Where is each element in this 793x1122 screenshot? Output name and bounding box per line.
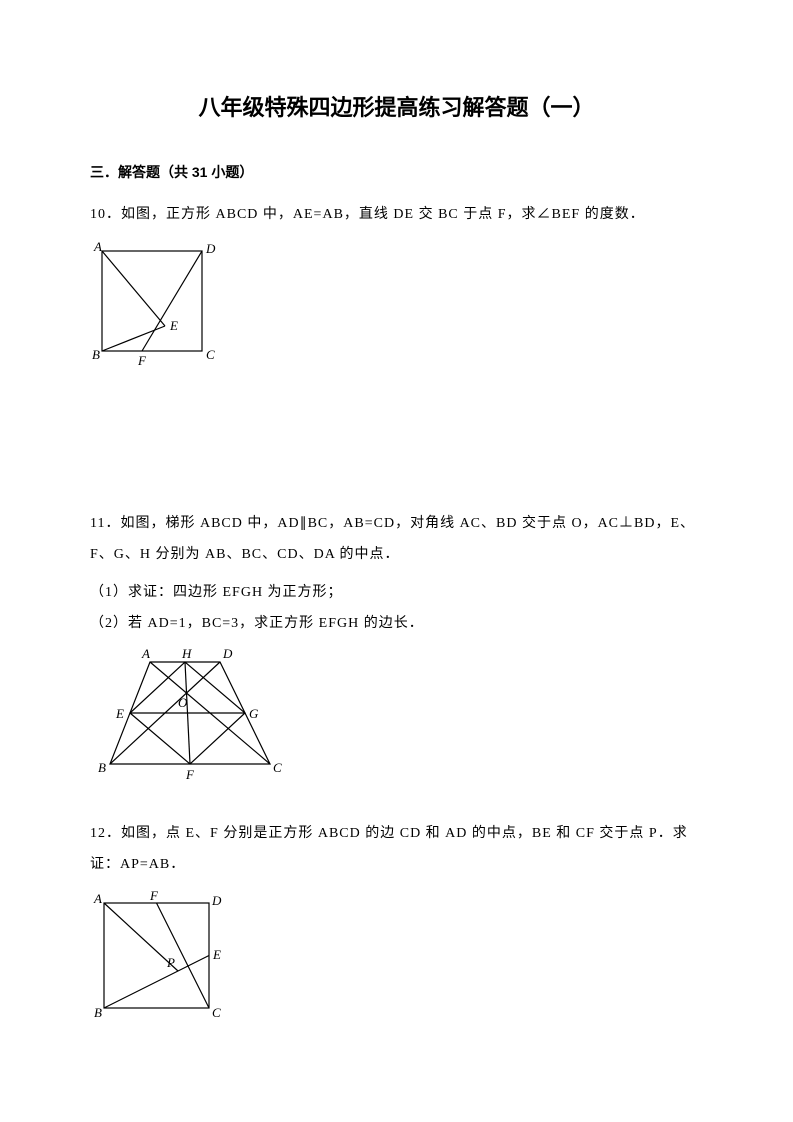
question-10: 10．如图，正方形 ABCD 中，AE=AB，直线 DE 交 BC 于点 F，求… bbox=[90, 200, 703, 369]
section-header: 三．解答题（共 31 小题） bbox=[90, 162, 703, 182]
svg-text:E: E bbox=[169, 318, 178, 333]
svg-text:O: O bbox=[178, 695, 188, 710]
svg-text:E: E bbox=[212, 947, 221, 962]
q10-text: 10．如图，正方形 ABCD 中，AE=AB，直线 DE 交 BC 于点 F，求… bbox=[90, 207, 645, 222]
svg-text:B: B bbox=[98, 760, 106, 775]
svg-text:D: D bbox=[211, 893, 222, 908]
q10-figure: A D B C E F bbox=[90, 239, 703, 369]
svg-text:F: F bbox=[137, 353, 147, 368]
q11-sub1: （1）求证：四边形 EFGH 为正方形； bbox=[90, 578, 703, 609]
svg-text:P: P bbox=[166, 955, 175, 970]
svg-text:G: G bbox=[249, 706, 259, 721]
svg-text:C: C bbox=[206, 347, 215, 362]
svg-text:A: A bbox=[93, 891, 102, 906]
page-title: 八年级特殊四边形提高练习解答题（一） bbox=[90, 90, 703, 122]
q12-figure: A D B C F E P bbox=[90, 889, 703, 1024]
q12-text: 12．如图，点 E、F 分别是正方形 ABCD 的边 CD 和 AD 的中点，B… bbox=[90, 826, 688, 872]
svg-text:F: F bbox=[185, 767, 195, 782]
svg-text:B: B bbox=[92, 347, 100, 362]
q11-text: 11．如图，梯形 ABCD 中，AD∥BC，AB=CD，对角线 AC、BD 交于… bbox=[90, 516, 695, 562]
svg-text:E: E bbox=[115, 706, 124, 721]
svg-text:H: H bbox=[181, 646, 192, 661]
svg-text:C: C bbox=[273, 760, 282, 775]
q11-sub2: （2）若 AD=1，BC=3，求正方形 EFGH 的边长． bbox=[90, 609, 703, 640]
svg-text:B: B bbox=[94, 1005, 102, 1020]
question-11: 11．如图，梯形 ABCD 中，AD∥BC，AB=CD，对角线 AC、BD 交于… bbox=[90, 509, 703, 789]
question-12: 12．如图，点 E、F 分别是正方形 ABCD 的边 CD 和 AD 的中点，B… bbox=[90, 819, 703, 1024]
svg-text:F: F bbox=[149, 889, 159, 903]
svg-text:A: A bbox=[141, 646, 150, 661]
q11-figure: A D B C E G H F O bbox=[90, 644, 703, 789]
svg-text:A: A bbox=[93, 239, 102, 254]
svg-text:D: D bbox=[222, 646, 233, 661]
svg-text:D: D bbox=[205, 241, 216, 256]
svg-text:C: C bbox=[212, 1005, 221, 1020]
